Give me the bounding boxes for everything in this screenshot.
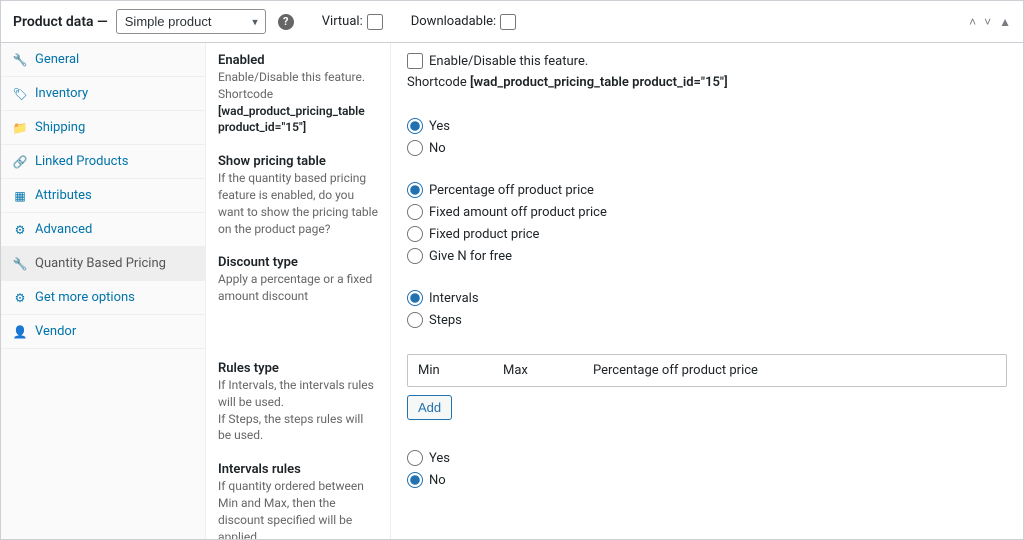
field-enabled: Enable/Disable this feature. Shortcode [… (407, 53, 1007, 90)
desc-enabled-title: Enabled (218, 53, 378, 68)
sidebar-item-inventory[interactable]: 🏷 Inventory (1, 77, 205, 111)
col-min-header: Min (418, 363, 503, 378)
sidebar-item-label: Linked Products (35, 154, 128, 169)
virtual-checkbox-wrapper: Virtual: (322, 14, 383, 30)
sidebar-item-label: Attributes (35, 188, 92, 203)
sidebar-item-label: Vendor (35, 324, 76, 339)
add-interval-button[interactable]: Add (407, 395, 452, 420)
sidebar-item-label: Quantity Based Pricing (35, 256, 166, 271)
downloadable-checkbox-wrapper: Downloadable: (411, 14, 516, 30)
tiered-yes-radio[interactable] (407, 450, 423, 466)
desc-show-table-title: Show pricing table (218, 154, 378, 169)
desc-discount-type-text: Apply a percentage or a fixed amount dis… (218, 271, 378, 305)
downloadable-label: Downloadable: (411, 14, 496, 29)
virtual-checkbox[interactable] (367, 14, 383, 30)
show-table-yes-radio[interactable] (407, 118, 423, 134)
field-show-table: Yes No (407, 118, 1007, 156)
chevron-down-icon[interactable]: ˅ (984, 15, 991, 29)
discount-type-label-2: Fixed product price (429, 227, 539, 242)
shortcode-display: Shortcode [wad_product_pricing_table pro… (407, 75, 1007, 90)
desc-rules-type-title: Rules type (218, 361, 378, 376)
grid-icon: ▦ (13, 189, 27, 203)
discount-type-radio-3[interactable] (407, 248, 423, 264)
panel-title: Product data — (13, 14, 108, 30)
sidebar-item-quantity-based-pricing[interactable]: 🔧 Quantity Based Pricing (1, 247, 205, 281)
sidebar-item-linked-products[interactable]: 🔗 Linked Products (1, 145, 205, 179)
sidebar-item-get-more-options[interactable]: ⚙ Get more options (1, 281, 205, 315)
intervals-table-head: Min Max Percentage off product price (408, 355, 1006, 386)
tag-icon: 🏷 (13, 87, 27, 101)
rules-type-radio-1[interactable] (407, 312, 423, 328)
desc-intervals-rules-text: If quantity ordered between Min and Max,… (218, 478, 378, 539)
panel-header: Product data — Simple product ? Virtual:… (1, 1, 1023, 43)
show-table-no-radio[interactable] (407, 140, 423, 156)
col-max-header: Max (503, 363, 593, 378)
fields-column: Enable/Disable this feature. Shortcode [… (391, 43, 1023, 539)
panel-toggle-controls: ˄ ˅ ▲ (969, 15, 1011, 29)
rules-type-radio-0[interactable] (407, 290, 423, 306)
downloadable-checkbox[interactable] (500, 14, 516, 30)
discount-type-label-3: Give N for free (429, 249, 512, 264)
virtual-label: Virtual: (322, 14, 363, 29)
wrench-icon: 🔧 (13, 53, 27, 67)
enabled-checkbox-label: Enable/Disable this feature. (429, 54, 588, 69)
show-table-no-label: No (429, 141, 446, 156)
col-pct-header: Percentage off product price (593, 363, 996, 378)
desc-intervals-rules: Intervals rules If quantity ordered betw… (218, 462, 378, 539)
sidebar-item-label: Shipping (35, 120, 85, 135)
gear-icon: ⚙ (13, 223, 27, 237)
discount-type-radio-1[interactable] (407, 204, 423, 220)
wrench-icon: 🔧 (13, 257, 27, 271)
enabled-checkbox[interactable] (407, 53, 423, 69)
tiered-no-label: No (429, 473, 446, 488)
description-column: Enabled Enable/Disable this feature. Sho… (206, 43, 391, 539)
desc-discount-type-title: Discount type (218, 255, 378, 270)
desc-enabled-text: Enable/Disable this feature. Shortcode [… (218, 69, 378, 136)
desc-rules-type: Rules type If Intervals, the intervals r… (218, 361, 378, 444)
panel-body: 🔧 General 🏷 Inventory 📁 Shipping 🔗 Linked Produ… (1, 43, 1023, 539)
sidebar-item-label: General (35, 52, 79, 67)
sidebar-item-advanced[interactable]: ⚙ Advanced (1, 213, 205, 247)
user-icon: 👤 (13, 325, 27, 339)
truck-icon: 📁 (13, 121, 27, 135)
field-rules-type: Intervals Steps (407, 290, 1007, 328)
tiered-yes-label: Yes (429, 451, 450, 466)
field-tiered: Yes No (407, 450, 1007, 488)
sidebar-item-shipping[interactable]: 📁 Shipping (1, 111, 205, 145)
tiered-no-radio[interactable] (407, 472, 423, 488)
desc-enabled: Enabled Enable/Disable this feature. Sho… (218, 53, 378, 136)
desc-show-table-text: If the quantity based pricing feature is… (218, 170, 378, 237)
sidebar-item-label: Get more options (35, 290, 135, 305)
sidebar-item-label: Inventory (35, 86, 88, 101)
help-icon[interactable]: ? (278, 14, 294, 30)
product-type-select-wrapper: Simple product (116, 9, 266, 34)
desc-discount-type: Discount type Apply a percentage or a fi… (218, 255, 378, 305)
desc-rules-type-text: If Intervals, the intervals rules will b… (218, 377, 378, 444)
discount-type-radio-2[interactable] (407, 226, 423, 242)
sidebar-item-label: Advanced (35, 222, 92, 237)
field-intervals-rules: Min Max Percentage off product price Add (407, 354, 1007, 420)
sidebar-item-attributes[interactable]: ▦ Attributes (1, 179, 205, 213)
product-type-select[interactable]: Simple product (116, 9, 266, 34)
intervals-table: Min Max Percentage off product price (407, 354, 1007, 387)
discount-type-label-0: Percentage off product price (429, 183, 594, 198)
rules-type-label-1: Steps (429, 313, 462, 328)
desc-show-table: Show pricing table If the quantity based… (218, 154, 378, 237)
sidebar: 🔧 General 🏷 Inventory 📁 Shipping 🔗 Linked Produ… (1, 43, 206, 539)
show-table-yes-label: Yes (429, 119, 450, 134)
sidebar-item-vendor[interactable]: 👤 Vendor (1, 315, 205, 349)
desc-intervals-rules-title: Intervals rules (218, 462, 378, 477)
triangle-up-icon[interactable]: ▲ (999, 15, 1011, 29)
sidebar-item-general[interactable]: 🔧 General (1, 43, 205, 77)
rules-type-label-0: Intervals (429, 291, 479, 306)
link-icon: 🔗 (13, 155, 27, 169)
product-data-panel: Product data — Simple product ? Virtual:… (0, 0, 1024, 540)
discount-type-label-1: Fixed amount off product price (429, 205, 607, 220)
discount-type-radio-0[interactable] (407, 182, 423, 198)
chevron-up-icon[interactable]: ˄ (969, 15, 976, 29)
field-discount-type: Percentage off product price Fixed amount… (407, 182, 1007, 264)
gear-icon: ⚙ (13, 291, 27, 305)
